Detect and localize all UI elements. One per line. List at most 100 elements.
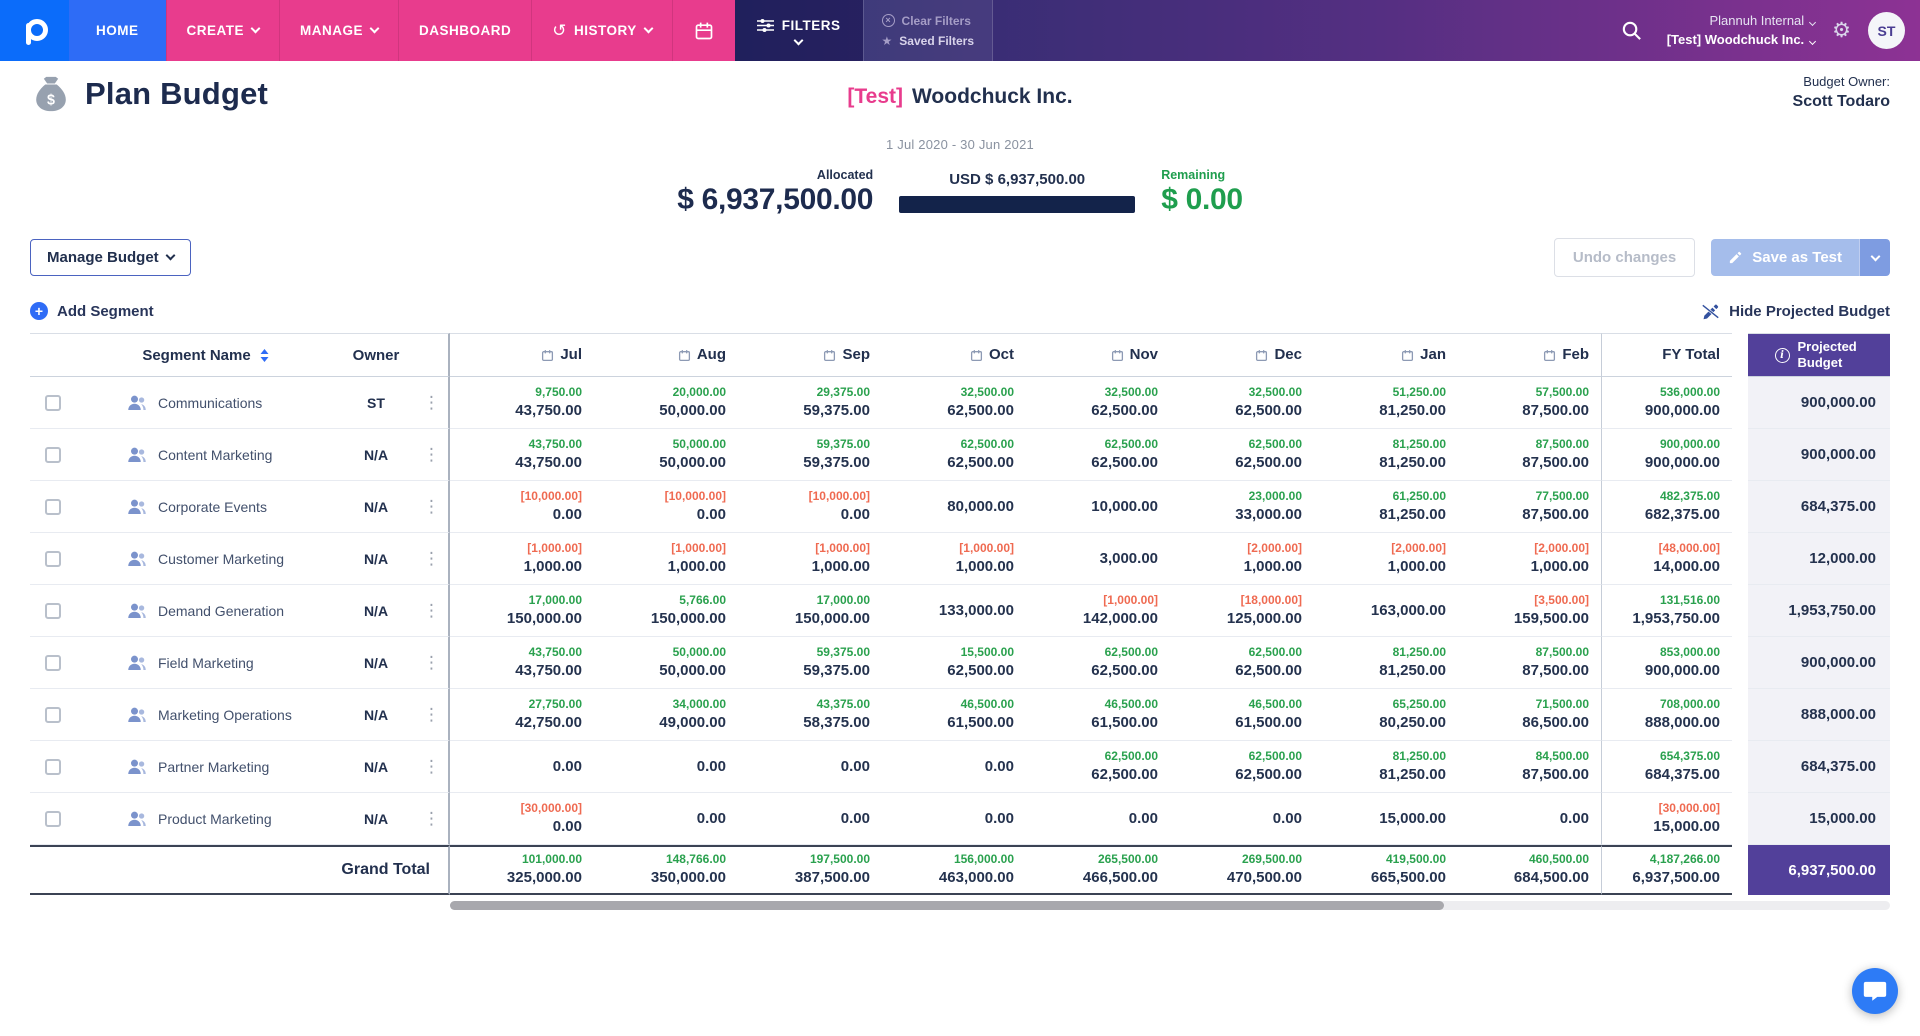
column-header-jul[interactable]: Jul	[450, 333, 594, 377]
scrollbar-thumb[interactable]	[450, 901, 1444, 910]
budget-cell-jul[interactable]: 27,750.00 42,750.00	[450, 689, 594, 741]
nav-history[interactable]: ↺ HISTORY	[531, 0, 672, 61]
budget-cell-dec[interactable]: 46,500.00 61,500.00	[1170, 689, 1314, 741]
budget-cell-sep[interactable]: 29,375.00 59,375.00	[738, 377, 882, 429]
settings-gear-icon[interactable]: ⚙	[1832, 19, 1851, 42]
hide-projected-budget-button[interactable]: Hide Projected Budget	[1701, 303, 1890, 320]
budget-cell-sep[interactable]: 17,000.00 150,000.00	[738, 585, 882, 637]
budget-cell-jan[interactable]: 81,250.00 81,250.00	[1314, 637, 1458, 689]
budget-cell-jul[interactable]: [30,000.00] 0.00	[450, 793, 594, 845]
budget-cell-sep[interactable]: 43,375.00 58,375.00	[738, 689, 882, 741]
segment-name[interactable]: Marketing Operations	[158, 706, 292, 723]
segment-name[interactable]: Content Marketing	[158, 446, 273, 463]
budget-cell-dec[interactable]: 62,500.00 62,500.00	[1170, 429, 1314, 481]
row-checkbox[interactable]	[44, 706, 61, 723]
budget-cell-jan[interactable]: [2,000.00] 1,000.00	[1314, 533, 1458, 585]
kebab-menu-icon[interactable]: ⋮	[423, 704, 440, 724]
budget-cell-dec[interactable]: 62,500.00 62,500.00	[1170, 637, 1314, 689]
budget-cell-feb[interactable]: [3,500.00] 159,500.00	[1458, 585, 1602, 637]
segment-name[interactable]: Field Marketing	[158, 654, 254, 671]
budget-cell-feb[interactable]: [2,000.00] 1,000.00	[1458, 533, 1602, 585]
budget-cell-nov[interactable]: 62,500.00 62,500.00	[1026, 741, 1170, 793]
kebab-menu-icon[interactable]: ⋮	[423, 600, 440, 620]
manage-budget-button[interactable]: Manage Budget	[30, 239, 191, 276]
nav-home[interactable]: HOME	[69, 0, 166, 61]
segment-name[interactable]: Customer Marketing	[158, 550, 285, 567]
column-header-dec[interactable]: Dec	[1170, 333, 1314, 377]
budget-cell-feb[interactable]: 87,500.00 87,500.00	[1458, 637, 1602, 689]
row-checkbox[interactable]	[44, 446, 61, 463]
budget-cell-nov[interactable]: 0.00	[1026, 793, 1170, 845]
budget-cell-nov[interactable]: [1,000.00] 142,000.00	[1026, 585, 1170, 637]
row-checkbox[interactable]	[44, 810, 61, 827]
undo-changes-button[interactable]: Undo changes	[1553, 238, 1696, 277]
budget-cell-jul[interactable]: 17,000.00 150,000.00	[450, 585, 594, 637]
column-header-sep[interactable]: Sep	[738, 333, 882, 377]
kebab-menu-icon[interactable]: ⋮	[423, 548, 440, 568]
budget-cell-nov[interactable]: 32,500.00 62,500.00	[1026, 377, 1170, 429]
budget-cell-aug[interactable]: 5,766.00 150,000.00	[594, 585, 738, 637]
column-header-oct[interactable]: Oct	[882, 333, 1026, 377]
budget-cell-jan[interactable]: 81,250.00 81,250.00	[1314, 741, 1458, 793]
horizontal-scrollbar[interactable]	[450, 901, 1890, 910]
budget-cell-oct[interactable]: 15,500.00 62,500.00	[882, 637, 1026, 689]
budget-cell-jan[interactable]: 65,250.00 80,250.00	[1314, 689, 1458, 741]
budget-cell-sep[interactable]: 0.00	[738, 741, 882, 793]
column-header-segment-name[interactable]: Segment Name	[75, 333, 337, 377]
budget-cell-oct[interactable]: 32,500.00 62,500.00	[882, 377, 1026, 429]
budget-cell-dec[interactable]: 0.00	[1170, 793, 1314, 845]
budget-cell-oct[interactable]: 0.00	[882, 793, 1026, 845]
budget-cell-sep[interactable]: 59,375.00 59,375.00	[738, 637, 882, 689]
segment-name[interactable]: Product Marketing	[158, 810, 272, 827]
budget-cell-feb[interactable]: 87,500.00 87,500.00	[1458, 429, 1602, 481]
org-switcher[interactable]: Plannuh Internal [Test] Woodchuck Inc.	[1667, 0, 1817, 61]
budget-cell-dec[interactable]: [18,000.00] 125,000.00	[1170, 585, 1314, 637]
budget-cell-aug[interactable]: 20,000.00 50,000.00	[594, 377, 738, 429]
segment-name[interactable]: Partner Marketing	[158, 758, 270, 775]
budget-cell-jul[interactable]: [10,000.00] 0.00	[450, 481, 594, 533]
kebab-menu-icon[interactable]: ⋮	[423, 756, 440, 776]
nav-create[interactable]: CREATE	[165, 0, 280, 61]
save-button[interactable]: Save as Test	[1711, 239, 1859, 276]
kebab-menu-icon[interactable]: ⋮	[423, 444, 440, 464]
kebab-menu-icon[interactable]: ⋮	[423, 808, 440, 828]
row-checkbox[interactable]	[44, 602, 61, 619]
budget-cell-aug[interactable]: 0.00	[594, 793, 738, 845]
budget-cell-aug[interactable]: 50,000.00 50,000.00	[594, 637, 738, 689]
budget-cell-dec[interactable]: 32,500.00 62,500.00	[1170, 377, 1314, 429]
budget-cell-jan[interactable]: 15,000.00	[1314, 793, 1458, 845]
budget-cell-nov[interactable]: 10,000.00	[1026, 481, 1170, 533]
budget-cell-sep[interactable]: 0.00	[738, 793, 882, 845]
budget-cell-nov[interactable]: 62,500.00 62,500.00	[1026, 429, 1170, 481]
nav-calendar[interactable]	[671, 0, 735, 61]
kebab-menu-icon[interactable]: ⋮	[423, 496, 440, 516]
budget-cell-jul[interactable]: 0.00	[450, 741, 594, 793]
budget-cell-jan[interactable]: 81,250.00 81,250.00	[1314, 429, 1458, 481]
budget-cell-jul[interactable]: 9,750.00 43,750.00	[450, 377, 594, 429]
budget-cell-feb[interactable]: 84,500.00 87,500.00	[1458, 741, 1602, 793]
kebab-menu-icon[interactable]: ⋮	[423, 392, 440, 412]
budget-cell-jul[interactable]: [1,000.00] 1,000.00	[450, 533, 594, 585]
nav-filters[interactable]: FILTERS	[734, 0, 863, 61]
save-options-caret[interactable]	[1859, 239, 1890, 276]
budget-cell-feb[interactable]: 0.00	[1458, 793, 1602, 845]
budget-cell-oct[interactable]: 62,500.00 62,500.00	[882, 429, 1026, 481]
budget-cell-sep[interactable]: 59,375.00 59,375.00	[738, 429, 882, 481]
chat-launcher[interactable]	[1852, 968, 1898, 1014]
budget-cell-jan[interactable]: 51,250.00 81,250.00	[1314, 377, 1458, 429]
sort-icon[interactable]	[259, 348, 270, 363]
budget-cell-nov[interactable]: 3,000.00	[1026, 533, 1170, 585]
column-header-jan[interactable]: Jan	[1314, 333, 1458, 377]
row-checkbox[interactable]	[44, 394, 61, 411]
budget-cell-aug[interactable]: [10,000.00] 0.00	[594, 481, 738, 533]
budget-cell-dec[interactable]: 23,000.00 33,000.00	[1170, 481, 1314, 533]
budget-cell-oct[interactable]: [1,000.00] 1,000.00	[882, 533, 1026, 585]
budget-cell-oct[interactable]: 80,000.00	[882, 481, 1026, 533]
segment-name[interactable]: Demand Generation	[158, 602, 285, 619]
app-logo[interactable]	[0, 0, 69, 61]
column-header-nov[interactable]: Nov	[1026, 333, 1170, 377]
budget-cell-aug[interactable]: 34,000.00 49,000.00	[594, 689, 738, 741]
row-checkbox[interactable]	[44, 498, 61, 515]
row-checkbox[interactable]	[44, 654, 61, 671]
kebab-menu-icon[interactable]: ⋮	[423, 652, 440, 672]
